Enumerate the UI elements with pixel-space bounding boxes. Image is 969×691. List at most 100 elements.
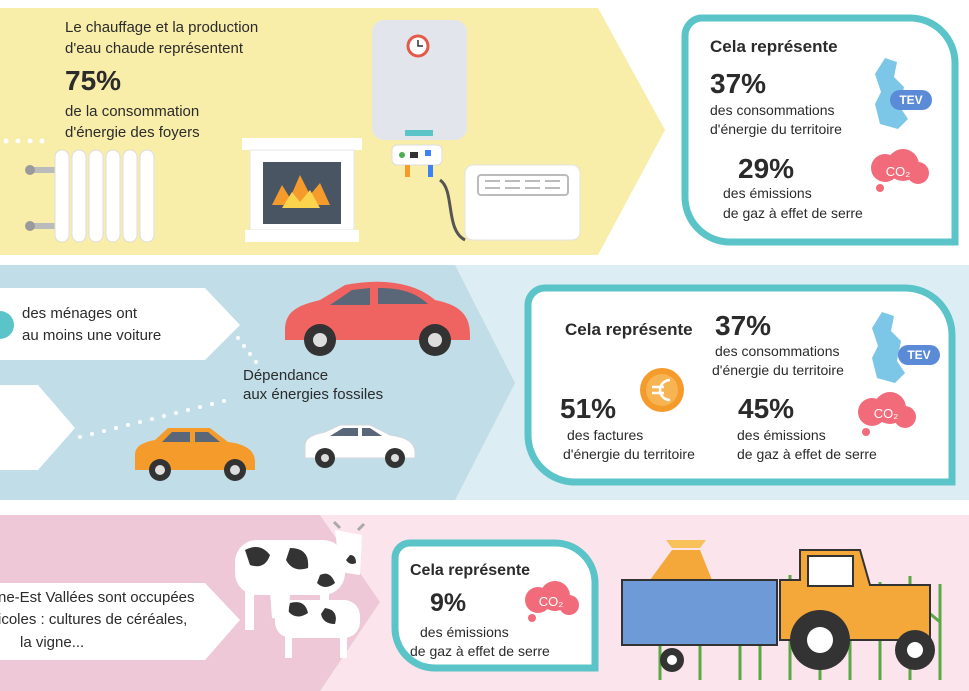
heating-band: Le chauffage et la production d'eau chau… bbox=[0, 8, 955, 255]
label: de la consommation bbox=[65, 103, 199, 120]
label: de gaz à effet de serre bbox=[410, 643, 550, 659]
co2-cloud-circle bbox=[907, 162, 929, 184]
white-car-circle bbox=[391, 454, 399, 462]
water-heater-rect bbox=[428, 165, 433, 177]
label: CO₂ bbox=[886, 164, 911, 179]
calf-rect bbox=[285, 630, 292, 658]
label: Dépendance bbox=[243, 367, 328, 384]
transport-band-g-circle bbox=[198, 405, 202, 409]
transport-band-g-circle bbox=[78, 435, 82, 439]
label: Cela représente bbox=[565, 320, 693, 339]
radiator-g-rect bbox=[140, 150, 154, 242]
label: Le chauffage et la production bbox=[65, 19, 258, 36]
transport-band-g-circle bbox=[210, 402, 214, 406]
label: de gaz à effet de serre bbox=[723, 205, 863, 221]
label: la vigne... bbox=[20, 634, 84, 651]
transport-band-g-circle bbox=[254, 360, 258, 364]
agriculture-band: ne-Est Vallées sont occupées icoles : cu… bbox=[0, 515, 969, 691]
label: ne-Est Vallées sont occupées bbox=[0, 589, 195, 606]
transport-band-g-circle bbox=[222, 399, 226, 403]
transport-band-g-circle bbox=[90, 432, 94, 436]
heating-band-g-circle bbox=[16, 139, 21, 144]
euro-coin-circle bbox=[646, 374, 678, 406]
red-car-circle bbox=[428, 333, 442, 347]
tractor-circle bbox=[907, 642, 923, 658]
euro-coin bbox=[640, 368, 684, 412]
label: au moins une voiture bbox=[22, 327, 161, 344]
radiator-g-rect bbox=[55, 150, 69, 242]
transport-band-g-circle bbox=[236, 336, 240, 340]
tractor-circle bbox=[807, 627, 833, 653]
harvest-chute-path bbox=[666, 540, 706, 548]
label: des consommations bbox=[710, 102, 835, 118]
label: d'énergie des foyers bbox=[65, 124, 200, 141]
label: des factures bbox=[567, 427, 643, 443]
label: 9% bbox=[430, 589, 466, 617]
heating-band-g-circle bbox=[28, 139, 33, 144]
label: 75% bbox=[65, 65, 121, 96]
water-heater-circle bbox=[399, 152, 405, 158]
transport-band-g-circle bbox=[248, 352, 252, 356]
electric-heater bbox=[465, 165, 580, 240]
fireplace-rect bbox=[245, 230, 359, 242]
transport-band-g-circle bbox=[102, 429, 106, 433]
label: icoles : cultures de céréales, bbox=[0, 611, 187, 628]
label: 51% bbox=[560, 393, 616, 424]
transport-band-g-circle bbox=[138, 420, 142, 424]
white-car-circle bbox=[321, 454, 329, 462]
electric-heater-rect bbox=[465, 165, 580, 240]
label: des émissions bbox=[723, 185, 812, 201]
transport-band-path bbox=[0, 288, 240, 360]
label: des ménages ont bbox=[22, 305, 138, 322]
label: CO₂ bbox=[539, 594, 564, 609]
label: des émissions bbox=[420, 624, 509, 640]
trailer-circle bbox=[667, 655, 677, 665]
fireplace-rect bbox=[242, 138, 362, 150]
orange-car-circle bbox=[230, 465, 240, 475]
transport-band: des ménages ont au moins une voiture Dép… bbox=[0, 265, 969, 500]
co2-cloud-circle bbox=[528, 614, 536, 622]
transport-band-g-circle bbox=[162, 414, 166, 418]
radiator-g-rect bbox=[106, 150, 120, 242]
cow-rect bbox=[245, 590, 254, 630]
label: TEV bbox=[899, 93, 922, 107]
calf-path bbox=[270, 592, 290, 620]
radiator-circle bbox=[25, 221, 35, 231]
transport-band-g-circle bbox=[242, 344, 246, 348]
co2-cloud-circle bbox=[862, 428, 870, 436]
calf-rect bbox=[340, 630, 347, 658]
transport-band-g-circle bbox=[126, 423, 130, 427]
tractor-rect bbox=[808, 556, 853, 586]
label: TEV bbox=[907, 348, 930, 362]
heating-band-g-circle bbox=[4, 139, 9, 144]
label: 37% bbox=[710, 68, 766, 99]
heating-band-g-circle bbox=[40, 139, 45, 144]
label: d'énergie du territoire bbox=[712, 362, 844, 378]
radiator-g-rect bbox=[72, 150, 86, 242]
water-heater-rect bbox=[405, 165, 410, 177]
label: 29% bbox=[738, 153, 794, 184]
co2-cloud-circle bbox=[876, 184, 884, 192]
radiator-circle bbox=[25, 165, 35, 175]
label: Cela représente bbox=[410, 562, 530, 579]
infographic: Le chauffage et la production d'eau chau… bbox=[0, 0, 969, 691]
label: CO₂ bbox=[874, 406, 899, 421]
water-heater-rect bbox=[405, 130, 433, 136]
fireplace bbox=[242, 138, 362, 242]
label: 45% bbox=[738, 393, 794, 424]
radiator-g-rect bbox=[123, 150, 137, 242]
label: d'énergie du territoire bbox=[710, 121, 842, 137]
transport-band-g-circle bbox=[150, 417, 154, 421]
water-heater-rect bbox=[425, 150, 431, 156]
red-car-circle bbox=[313, 333, 327, 347]
water-heater-rect bbox=[410, 152, 418, 158]
label: d'eau chaude représentent bbox=[65, 40, 244, 57]
radiator-g-rect bbox=[89, 150, 103, 242]
transport-band-g-circle bbox=[186, 408, 190, 412]
orange-car-circle bbox=[155, 465, 165, 475]
transport-band-g-circle bbox=[114, 426, 118, 430]
label: des consommations bbox=[715, 343, 840, 359]
label: aux énergies fossiles bbox=[243, 386, 383, 403]
transport-band-g-circle bbox=[174, 411, 178, 415]
label: Cela représente bbox=[710, 37, 838, 56]
